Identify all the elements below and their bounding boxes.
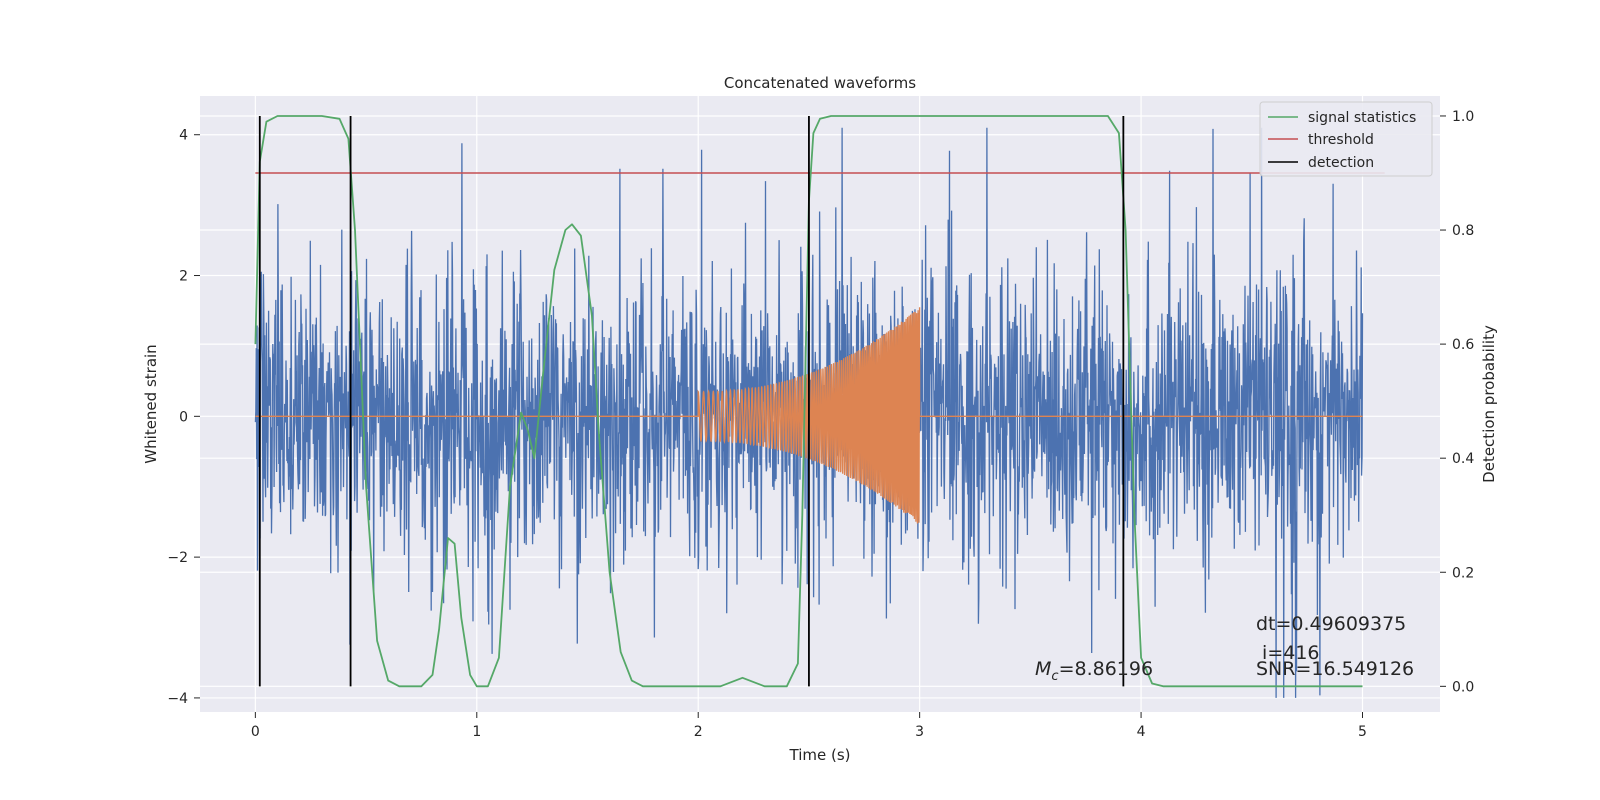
y-tick-label: 0 <box>179 409 188 425</box>
plot-area <box>254 115 1385 698</box>
x-tick-label: 2 <box>694 724 703 740</box>
x-tick-label: 3 <box>915 724 924 740</box>
y-tick-label: 4 <box>179 128 188 144</box>
signal-statistics-line <box>254 115 1363 688</box>
y2-tick-label: 0.6 <box>1452 337 1474 353</box>
x-tick-label: 0 <box>251 724 260 740</box>
annotation-mc-value: =8.86196 <box>1059 658 1154 680</box>
annotation-mc-sub: c <box>1051 669 1058 684</box>
x-tick-label: 5 <box>1358 724 1367 740</box>
x-axis-label: Time (s) <box>789 746 851 764</box>
y-tick-label: −2 <box>167 550 188 566</box>
legend: signal statistics threshold detection <box>1259 101 1433 177</box>
x-tick-label: 4 <box>1137 724 1146 740</box>
legend-signal-label: signal statistics <box>1308 110 1416 126</box>
x-tick-label: 1 <box>472 724 481 740</box>
y2-tick-label: 0.0 <box>1452 679 1474 695</box>
legend-threshold-label: threshold <box>1308 132 1374 148</box>
annotation-mc: Mc=8.86196 <box>1035 658 1153 684</box>
legend-detection-label: detection <box>1308 155 1374 171</box>
y2-tick-label: 0.8 <box>1452 223 1474 239</box>
y-axis-label: Whitened strain <box>142 344 160 463</box>
y2-tick-label: 0.4 <box>1452 451 1474 467</box>
y-tick-label: −4 <box>167 691 188 707</box>
annotation-i: i=416 <box>1256 642 1320 664</box>
y2-tick-label: 0.2 <box>1452 565 1474 581</box>
axes: 0 1 2 3 4 5 −4 −2 0 2 4 0.0 0.2 0.4 0.6 0.8 1.0 <box>167 109 1474 740</box>
chart-title: Concatenated waveforms <box>724 74 916 92</box>
legend-box <box>1259 101 1433 177</box>
y-tick-label: 2 <box>179 269 188 285</box>
annotation-snr: SNR=16.549126 <box>1256 658 1414 680</box>
y2-axis-label: Detection probability <box>1480 325 1498 483</box>
annotation-dt: dt=0.49609375 <box>1256 613 1406 635</box>
y2-tick-label: 1.0 <box>1452 109 1474 125</box>
annotation-mc-symbol: M <box>1035 658 1051 680</box>
